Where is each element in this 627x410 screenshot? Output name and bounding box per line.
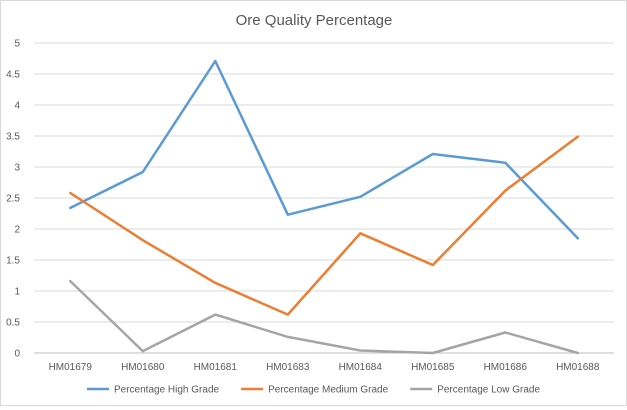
y-tick-label: 1.5: [6, 256, 20, 267]
legend: Percentage High Grade Percentage Medium G…: [87, 385, 540, 396]
legend-item: Percentage Medium Grade: [241, 385, 389, 396]
x-tick-label: HM01680: [121, 362, 165, 373]
legend-label: Percentage Low Grade: [437, 385, 540, 396]
y-axis-tick-labels: 0 0.5 1 1.5 2 2.5 3 3.5 4 4.5 5: [6, 39, 20, 360]
series-lines: [69, 59, 580, 355]
y-tick-label: 4: [14, 101, 20, 112]
x-tick-label: HM01685: [411, 362, 455, 373]
series-line-3: [69, 279, 580, 355]
x-tick-label: HM01679: [49, 362, 93, 373]
chart-title: Ore Quality Percentage: [236, 12, 393, 29]
y-tick-label: 4.5: [6, 70, 20, 81]
legend-label: Percentage Medium Grade: [268, 385, 389, 396]
series-line-1: [69, 59, 580, 240]
x-tick-label: HM01683: [266, 362, 310, 373]
gridlines: [34, 42, 614, 354]
y-tick-label: 0: [14, 349, 20, 360]
x-tick-label: HM01688: [556, 362, 600, 373]
y-tick-label: 2: [14, 225, 20, 236]
y-tick-label: 0.5: [6, 318, 20, 329]
legend-item: Percentage Low Grade: [410, 385, 540, 396]
y-tick-label: 3.5: [6, 132, 20, 143]
y-tick-label: 1: [14, 287, 20, 298]
y-tick-label: 5: [14, 39, 20, 50]
x-axis-tick-labels: HM01679 HM01680 HM01681 HM01683 HM01684 HM016…: [49, 362, 600, 373]
x-tick-label: HM01684: [339, 362, 383, 373]
x-tick-label: HM01681: [194, 362, 238, 373]
legend-item: Percentage High Grade: [87, 385, 220, 396]
series-line-2: [69, 135, 580, 316]
y-tick-label: 2.5: [6, 194, 20, 205]
x-tick-label: HM01686: [484, 362, 528, 373]
legend-label: Percentage High Grade: [114, 385, 220, 396]
y-tick-label: 3: [14, 163, 20, 174]
